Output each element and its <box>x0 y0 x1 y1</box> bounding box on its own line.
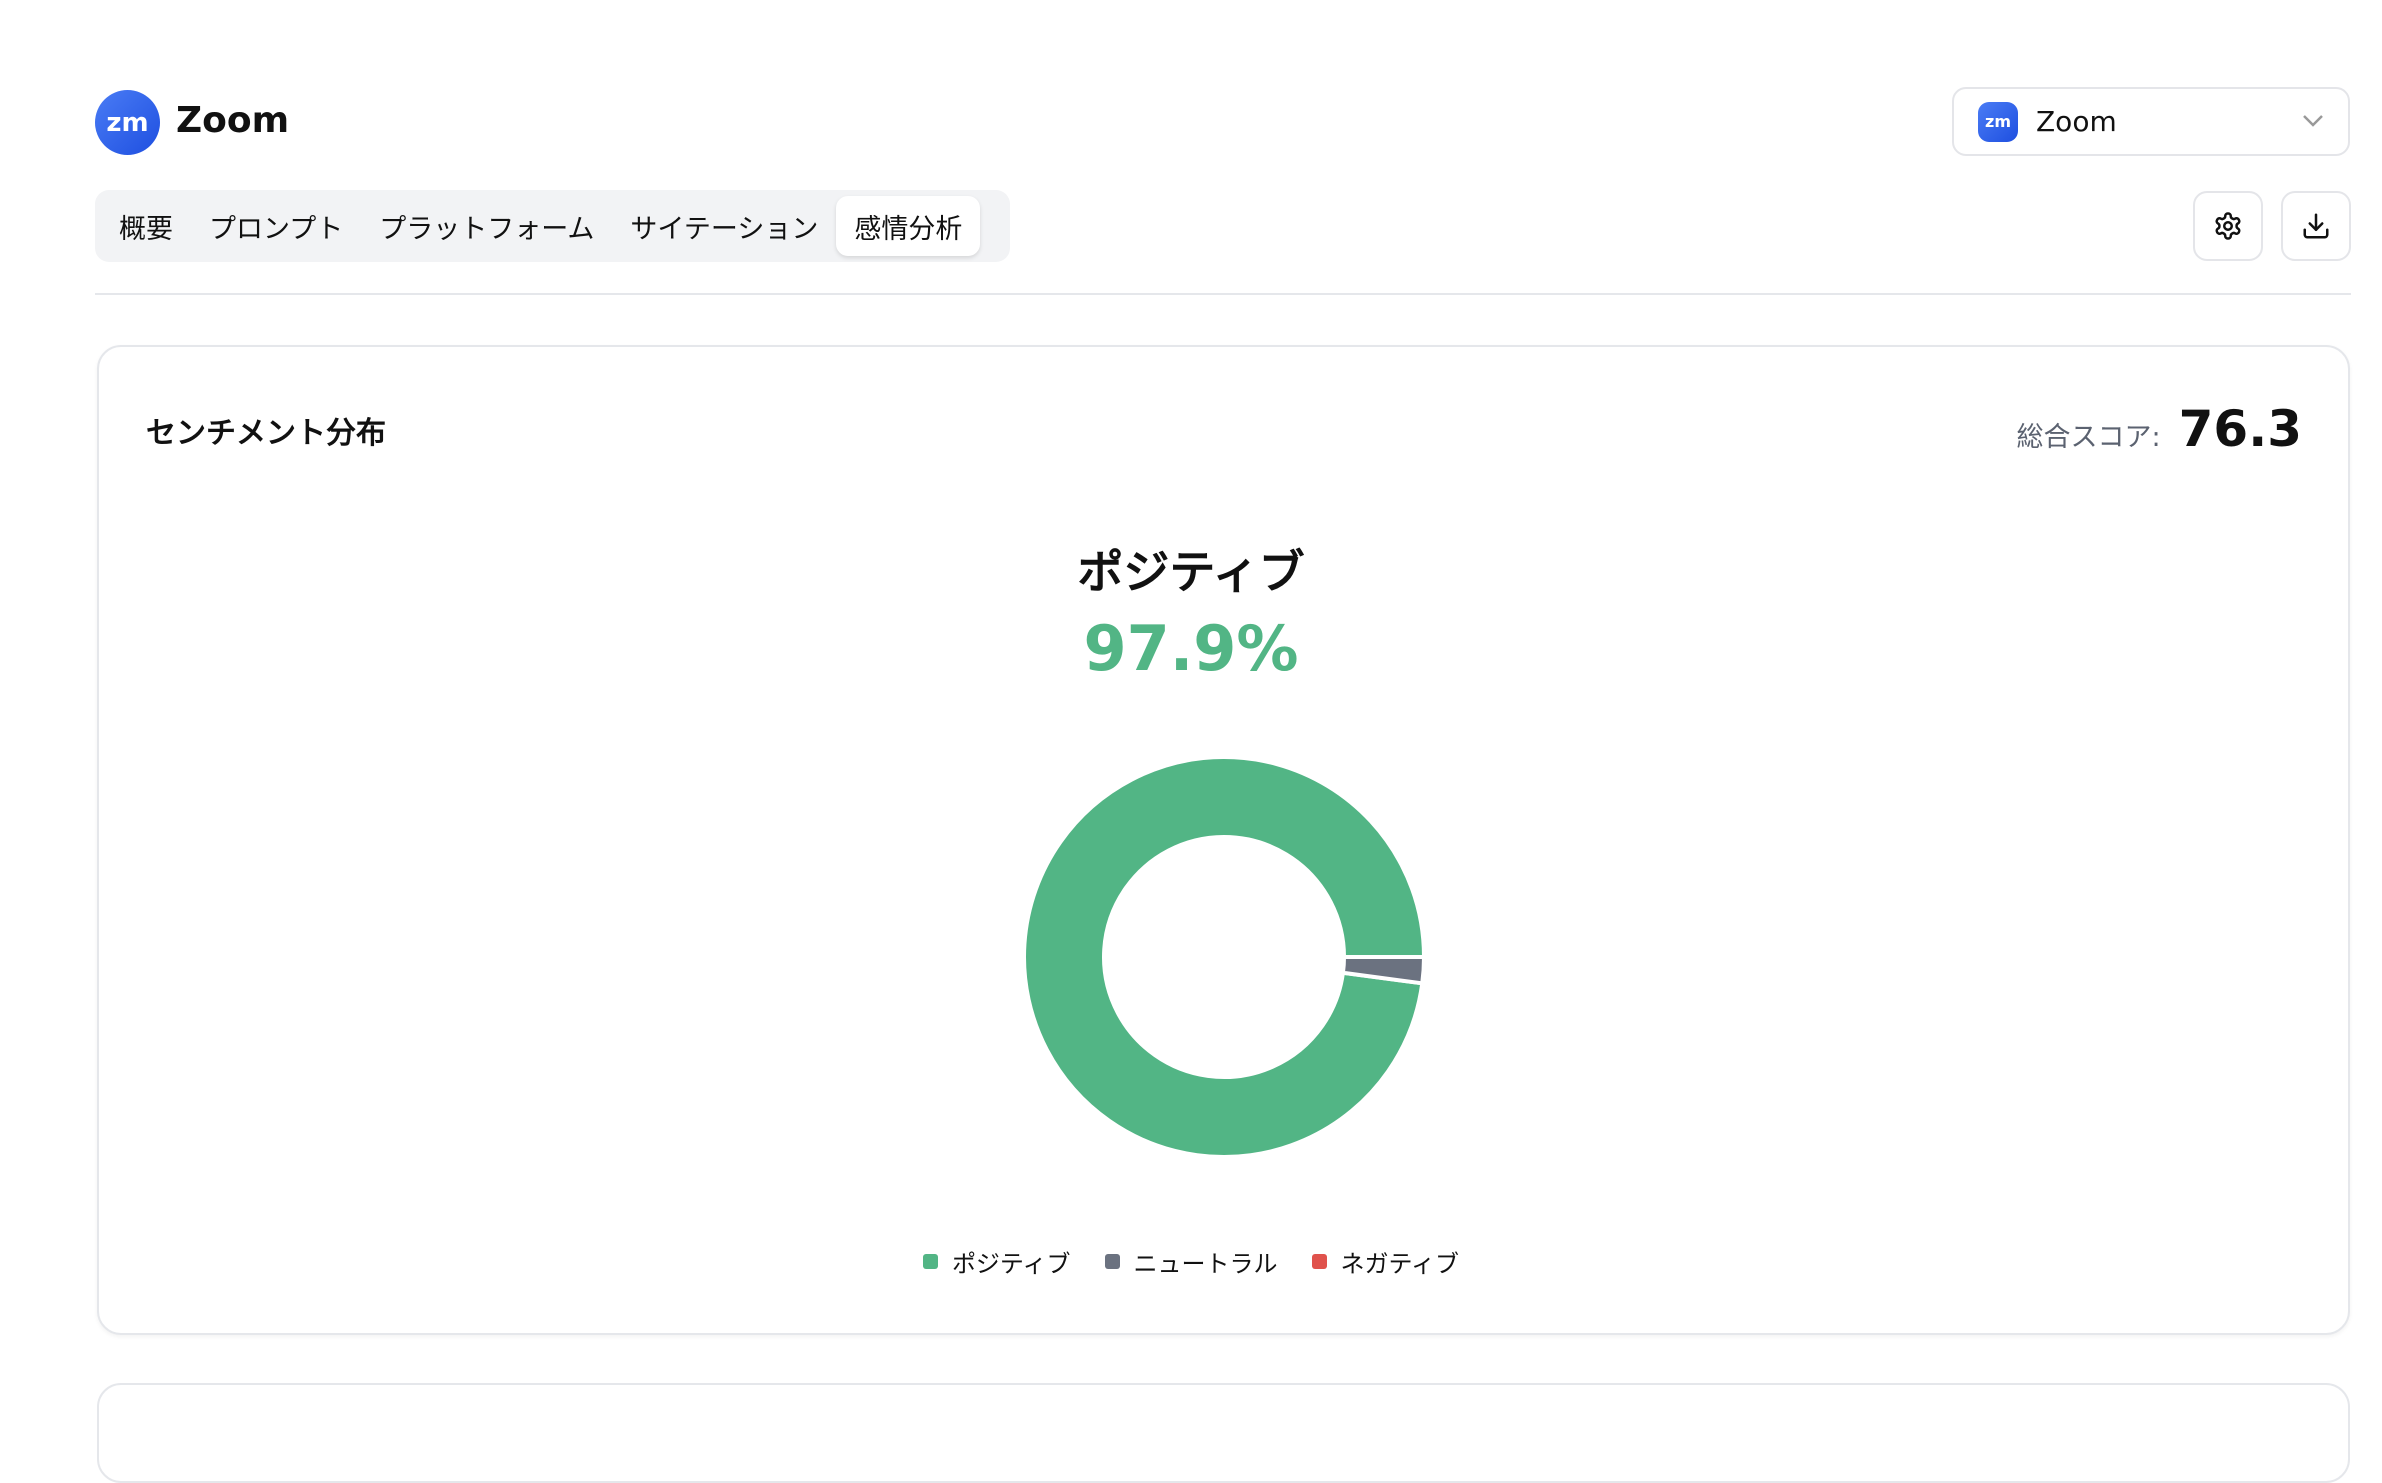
app-logo: zm <box>95 90 160 155</box>
legend-item[interactable]: ネガティブ <box>1311 1244 1460 1279</box>
legend-item[interactable]: ポジティブ <box>922 1244 1071 1279</box>
overall-score: 総合スコア: 76.3 <box>2017 400 2302 458</box>
sentiment-donut-chart <box>1022 755 1427 1159</box>
settings-button[interactable] <box>2193 191 2263 261</box>
tab-sentiment[interactable]: 感情分析 <box>836 196 981 256</box>
chart-legend: ポジティブ ニュートラル ネガティブ <box>0 1244 2382 1279</box>
legend-label: ネガティブ <box>1340 1250 1460 1278</box>
score-value: 76.3 <box>2178 400 2302 458</box>
next-card <box>97 1383 2350 1483</box>
download-button[interactable] <box>2281 191 2351 261</box>
app-title: Zoom <box>176 100 290 141</box>
tab-prompts[interactable]: プロンプト <box>209 213 344 245</box>
header-divider <box>95 293 2351 295</box>
brand-select[interactable]: zm Zoom <box>1952 87 2350 156</box>
brand-logo: zm <box>1978 101 2018 142</box>
tab-bar: 概要 プロンプト プラットフォーム サイテーション 感情分析 <box>95 190 1010 262</box>
tab-overview[interactable]: 概要 <box>119 213 173 245</box>
donut-slice-1[interactable] <box>1340 955 1427 986</box>
legend-swatch <box>1311 1254 1327 1269</box>
gear-icon <box>2215 212 2241 240</box>
legend-label: ポジティブ <box>951 1250 1071 1278</box>
donut-slice-0[interactable] <box>1022 755 1427 1159</box>
tab-citations[interactable]: サイテーション <box>630 213 819 245</box>
legend-label: ニュートラル <box>1133 1250 1278 1278</box>
score-label: 総合スコア: <box>2016 422 2161 453</box>
dominant-sentiment-value: 97.9% <box>1083 612 1299 685</box>
download-icon <box>2303 213 2329 239</box>
brand-select-value: Zoom <box>2036 105 2117 138</box>
chevron-down-icon <box>2302 109 2324 134</box>
tab-platforms[interactable]: プラットフォーム <box>379 213 595 245</box>
legend-swatch <box>1104 1254 1120 1269</box>
card-title: センチメント分布 <box>146 416 386 451</box>
dominant-sentiment-label: ポジティブ <box>1077 545 1305 599</box>
legend-swatch <box>922 1254 938 1269</box>
sentiment-card <box>97 345 2350 1335</box>
legend-item[interactable]: ニュートラル <box>1104 1244 1278 1279</box>
